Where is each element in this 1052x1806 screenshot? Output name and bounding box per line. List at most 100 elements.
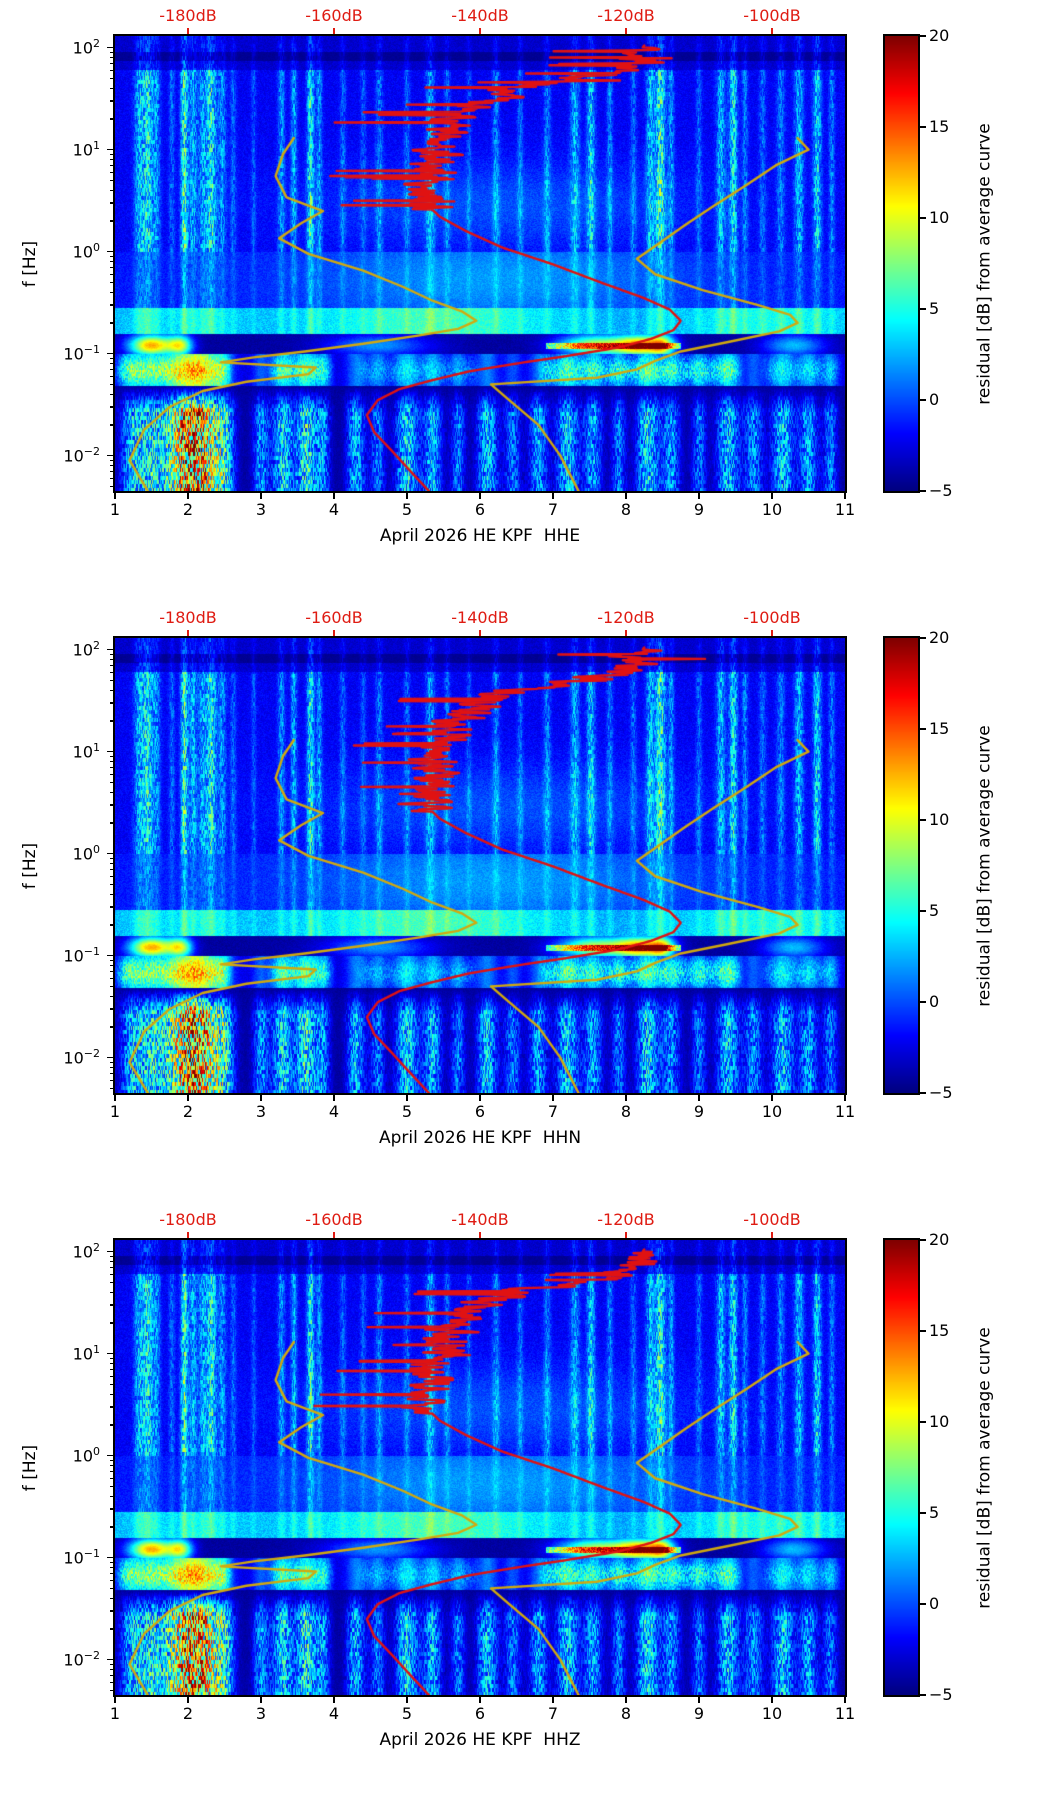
colorbar-tick-label: 5 <box>929 1503 940 1522</box>
colorbar-tick <box>920 728 926 730</box>
top-db-label: -100dB <box>743 1210 801 1229</box>
y-minor-tick <box>109 1393 113 1395</box>
y-minor-tick <box>109 1026 113 1028</box>
x-tick <box>406 1095 408 1101</box>
y-minor-tick <box>109 1579 113 1581</box>
y-minor-tick <box>109 773 113 775</box>
y-minor-tick <box>109 1566 113 1569</box>
y-minor-tick <box>109 189 113 191</box>
y-minor-tick <box>109 964 113 967</box>
y-tick-label: 102 <box>72 638 100 659</box>
y-tick-label: 101 <box>72 138 100 159</box>
x-tick-label: 8 <box>620 1704 632 1723</box>
y-minor-tick <box>109 1681 113 1683</box>
y-minor-tick <box>109 51 113 53</box>
y-minor-tick <box>109 100 113 102</box>
top-db-tick <box>771 28 773 34</box>
y-minor-tick <box>109 393 113 395</box>
y-minor-tick <box>109 1304 113 1306</box>
x-tick <box>333 1697 335 1703</box>
colorbar-tick <box>920 126 926 128</box>
y-axis-label-box: f [Hz] <box>16 638 44 1093</box>
y-minor-tick <box>109 1061 113 1063</box>
y-axis-label-box: f [Hz] <box>16 1240 44 1695</box>
y-minor-tick <box>109 477 113 479</box>
y-minor-tick <box>109 804 113 806</box>
top-db-tick <box>187 1232 189 1238</box>
y-minor-tick <box>109 977 113 979</box>
x-tick-label: 7 <box>547 1704 559 1723</box>
x-tick-label: 6 <box>474 1704 486 1723</box>
y-minor-tick <box>109 77 113 80</box>
y-minor-tick <box>109 179 113 182</box>
top-db-tick <box>333 630 335 636</box>
x-tick <box>625 1095 627 1101</box>
x-tick <box>479 493 481 499</box>
y-minor-tick <box>109 291 113 293</box>
colorbar-label-box: residual [dB] from average curve <box>970 36 1000 491</box>
y-minor-tick <box>109 375 113 377</box>
y-minor-tick <box>109 1406 113 1408</box>
x-tick-label: 7 <box>547 500 559 519</box>
top-db-label: -180dB <box>159 1210 217 1229</box>
y-tick-label: 100 <box>72 1444 100 1465</box>
colorbar-tick <box>920 819 926 821</box>
spectrogram-canvas-hhz <box>115 1240 845 1695</box>
y-tick <box>107 648 113 651</box>
top-db-label: -140dB <box>451 608 509 627</box>
x-tick <box>479 1697 481 1703</box>
x-tick-label: 10 <box>761 1704 783 1723</box>
y-minor-tick <box>109 1485 113 1488</box>
x-tick-label: 1 <box>109 1102 121 1121</box>
y-minor-tick <box>109 664 113 667</box>
colorbar-tick <box>920 308 926 310</box>
y-minor-tick <box>109 1072 113 1075</box>
y-minor-tick <box>109 485 113 488</box>
colorbar-tick-label: 20 <box>929 26 950 45</box>
y-minor-tick <box>109 671 113 673</box>
colorbar-tick <box>920 1239 926 1241</box>
y-minor-tick <box>109 970 113 973</box>
colorbar-tick <box>920 1512 926 1514</box>
y-minor-tick <box>109 1383 113 1386</box>
top-db-tick <box>333 28 335 34</box>
y-tick-label: 100 <box>72 842 100 863</box>
y-minor-tick <box>109 202 113 204</box>
colorbar-label-box: residual [dB] from average curve <box>970 638 1000 1093</box>
colorbar-tick-label: 0 <box>929 992 940 1011</box>
top-db-label: -100dB <box>743 608 801 627</box>
colorbar-tick-label: 10 <box>929 208 950 227</box>
x-tick-label: 8 <box>620 500 632 519</box>
x-tick-label: 4 <box>328 500 340 519</box>
y-tick-label: 10−2 <box>63 444 100 465</box>
x-tick <box>625 493 627 499</box>
x-tick <box>698 493 700 499</box>
x-tick-label: 5 <box>401 1704 413 1723</box>
y-minor-tick <box>109 255 113 257</box>
colorbar-tick-label: 10 <box>929 810 950 829</box>
y-minor-tick <box>109 1266 113 1269</box>
x-tick-label: 10 <box>761 500 783 519</box>
y-tick <box>107 852 113 855</box>
colorbar-canvas <box>885 36 918 491</box>
y-minor-tick <box>109 658 113 661</box>
colorbar-tick <box>920 35 926 37</box>
y-minor-tick <box>109 653 113 655</box>
y-minor-tick <box>109 1087 113 1090</box>
y-minor-tick <box>109 995 113 997</box>
y-tick <box>107 1658 113 1661</box>
y-minor-tick <box>109 862 113 865</box>
y-minor-tick <box>109 171 113 173</box>
y-tick <box>107 1556 113 1559</box>
top-db-label: -120dB <box>597 608 655 627</box>
y-minor-tick <box>109 1674 113 1677</box>
x-tick <box>187 1697 189 1703</box>
y-minor-tick <box>109 362 113 365</box>
x-tick <box>844 493 846 499</box>
x-tick <box>187 493 189 499</box>
colorbar-tick-label: 20 <box>929 1230 950 1249</box>
colorbar-tick-label: 15 <box>929 719 950 738</box>
top-db-label: -160dB <box>305 608 363 627</box>
panel-hhn: f [Hz] April 2026 HE KPF HHN residual [d… <box>0 602 1052 1204</box>
